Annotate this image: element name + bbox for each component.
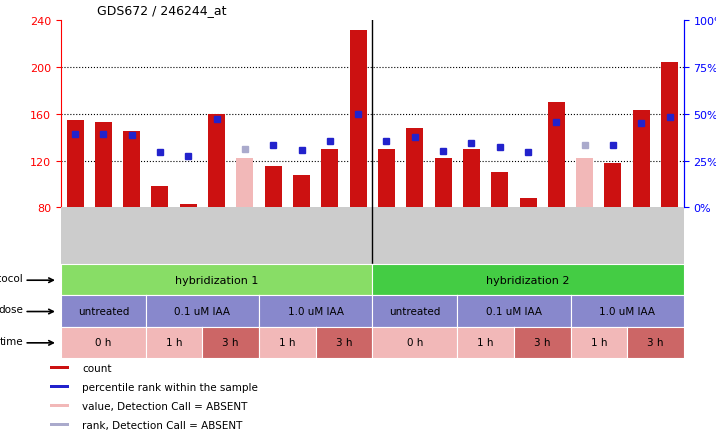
Bar bbox=[67, 120, 84, 208]
Bar bbox=[180, 204, 197, 208]
FancyBboxPatch shape bbox=[50, 385, 69, 388]
Bar bbox=[95, 123, 112, 208]
Text: count: count bbox=[82, 363, 112, 373]
Bar bbox=[152, 187, 168, 208]
Bar bbox=[435, 159, 452, 208]
Bar bbox=[633, 111, 650, 208]
Text: rank, Detection Call = ABSENT: rank, Detection Call = ABSENT bbox=[82, 420, 243, 430]
Text: 1.0 uM IAA: 1.0 uM IAA bbox=[599, 306, 655, 316]
Text: time: time bbox=[0, 336, 23, 346]
Bar bbox=[349, 30, 367, 208]
Bar bbox=[661, 63, 678, 208]
Bar bbox=[491, 173, 508, 208]
Text: 0.1 uM IAA: 0.1 uM IAA bbox=[175, 306, 231, 316]
Text: 3 h: 3 h bbox=[223, 338, 239, 347]
Text: hybridization 2: hybridization 2 bbox=[486, 275, 570, 285]
Text: 0 h: 0 h bbox=[407, 338, 423, 347]
Bar bbox=[236, 159, 253, 208]
Text: GDS672 / 246244_at: GDS672 / 246244_at bbox=[97, 4, 226, 17]
Bar bbox=[548, 103, 565, 208]
Bar bbox=[520, 198, 536, 208]
Bar bbox=[321, 150, 339, 208]
Text: 1 h: 1 h bbox=[478, 338, 494, 347]
Text: 1 h: 1 h bbox=[591, 338, 607, 347]
FancyBboxPatch shape bbox=[50, 366, 69, 369]
FancyBboxPatch shape bbox=[50, 404, 69, 408]
FancyBboxPatch shape bbox=[50, 424, 69, 426]
Text: 0.1 uM IAA: 0.1 uM IAA bbox=[486, 306, 542, 316]
Text: 1.0 uM IAA: 1.0 uM IAA bbox=[288, 306, 344, 316]
Text: 3 h: 3 h bbox=[534, 338, 551, 347]
Bar bbox=[265, 167, 281, 208]
Text: 0 h: 0 h bbox=[95, 338, 112, 347]
Text: 3 h: 3 h bbox=[647, 338, 664, 347]
Text: untreated: untreated bbox=[77, 306, 129, 316]
Text: value, Detection Call = ABSENT: value, Detection Call = ABSENT bbox=[82, 401, 248, 411]
Text: 3 h: 3 h bbox=[336, 338, 352, 347]
Bar bbox=[123, 132, 140, 208]
Text: protocol: protocol bbox=[0, 273, 23, 283]
Text: percentile rank within the sample: percentile rank within the sample bbox=[82, 382, 258, 392]
Bar bbox=[208, 115, 225, 208]
Bar bbox=[406, 128, 423, 208]
Text: untreated: untreated bbox=[389, 306, 440, 316]
Text: dose: dose bbox=[0, 305, 23, 315]
Bar bbox=[576, 159, 593, 208]
Text: 1 h: 1 h bbox=[279, 338, 296, 347]
Bar bbox=[378, 150, 395, 208]
Bar bbox=[293, 175, 310, 208]
Bar bbox=[463, 150, 480, 208]
Text: hybridization 1: hybridization 1 bbox=[175, 275, 258, 285]
Bar bbox=[604, 164, 621, 208]
Text: 1 h: 1 h bbox=[166, 338, 183, 347]
